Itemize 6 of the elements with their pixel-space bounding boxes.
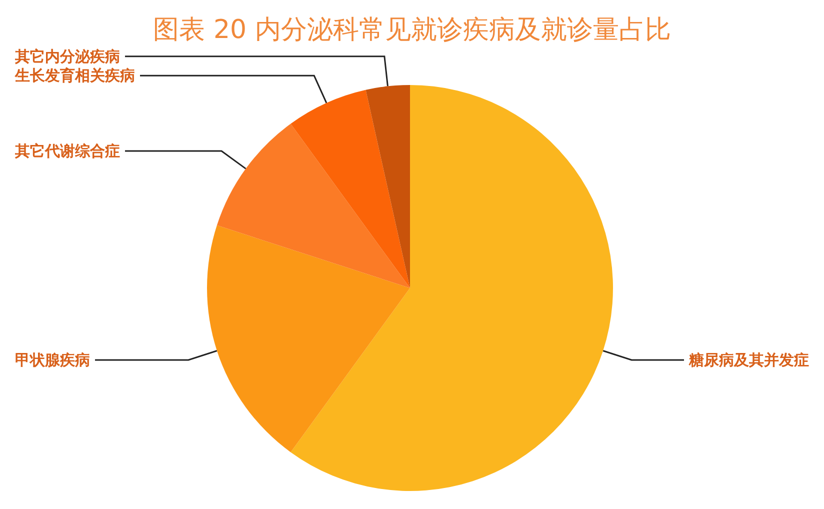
slice-label: 生长发育相关疾病 [14, 66, 135, 85]
chart-title: 图表 20 内分泌科常见就诊疾病及就诊量占比 [153, 15, 671, 45]
slice-label: 其它代谢综合症 [14, 142, 120, 160]
slice-label: 甲状腺疾病 [15, 351, 90, 369]
slice-label: 其它内分泌疾病 [14, 47, 120, 66]
slice-label: 糖尿病及其并发症 [688, 351, 809, 369]
